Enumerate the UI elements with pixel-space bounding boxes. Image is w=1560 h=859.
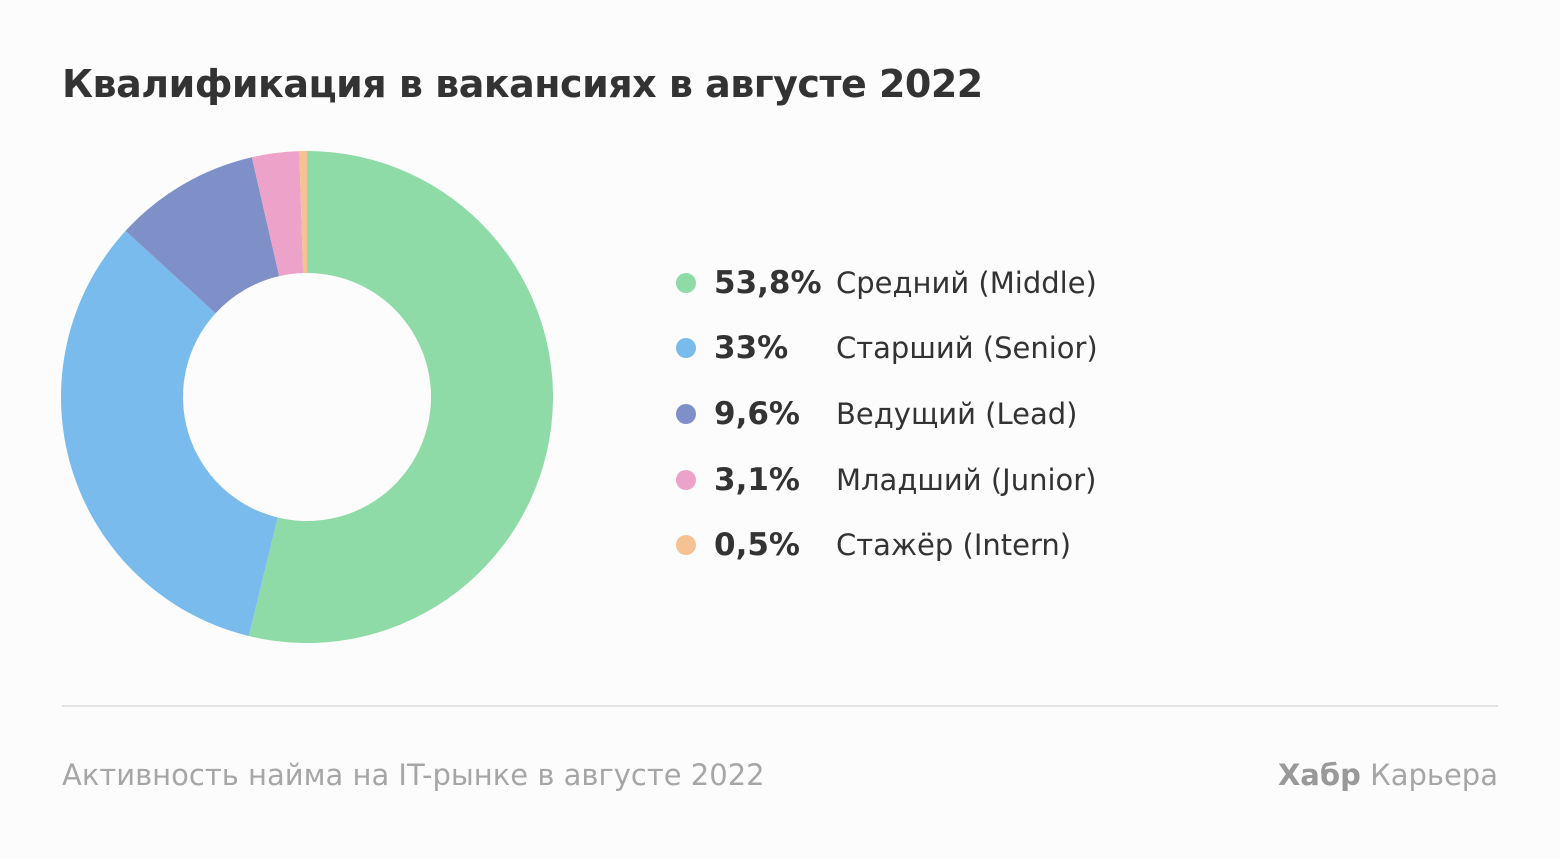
legend-dot-icon: [676, 403, 696, 424]
brand-logo: Хабр Карьера: [1278, 758, 1498, 792]
footer-divider: [62, 705, 1498, 707]
donut-slice-3: [251, 151, 304, 277]
legend-label: Младший (Junior): [836, 462, 1097, 497]
legend-label: Стажёр (Intern): [836, 528, 1072, 563]
legend-item: 0,5% Стажёр (Intern): [676, 512, 1098, 578]
brand-name-bold: Хабр: [1277, 758, 1361, 792]
legend-value: 9,6%: [714, 395, 800, 432]
legend-value: 3,1%: [714, 461, 800, 498]
brand-name-rest: Карьера: [1370, 758, 1498, 792]
legend-dot-icon: [676, 272, 696, 293]
legend-dot-icon: [676, 338, 696, 359]
donut-slice-4: [299, 151, 307, 274]
chart-title: Квалификация в вакансиях в августе 2022: [62, 62, 983, 106]
donut-slice-1: [61, 230, 278, 637]
legend-label: Ведущий (Lead): [836, 396, 1078, 431]
donut-slice-2: [125, 157, 280, 314]
chart-legend: 53,8% Средний (Middle) 33% Старший (Senior)…: [676, 250, 1098, 578]
legend-dot-icon: [676, 469, 696, 490]
legend-value: 53,8%: [714, 264, 822, 301]
legend-item: 53,8% Средний (Middle): [676, 250, 1098, 316]
legend-label: Старший (Senior): [836, 331, 1098, 366]
legend-item: 9,6% Ведущий (Lead): [676, 381, 1098, 447]
legend-item: 33% Старший (Senior): [676, 316, 1098, 382]
legend-value: 0,5%: [714, 527, 800, 564]
legend-value: 33%: [714, 330, 789, 367]
footer-caption: Активность найма на IT-рынке в августе 2…: [62, 758, 765, 792]
legend-dot-icon: [676, 535, 696, 556]
legend-label: Средний (Middle): [836, 265, 1097, 300]
donut-slice-0: [248, 151, 553, 643]
legend-item: 3,1% Младший (Junior): [676, 447, 1098, 513]
